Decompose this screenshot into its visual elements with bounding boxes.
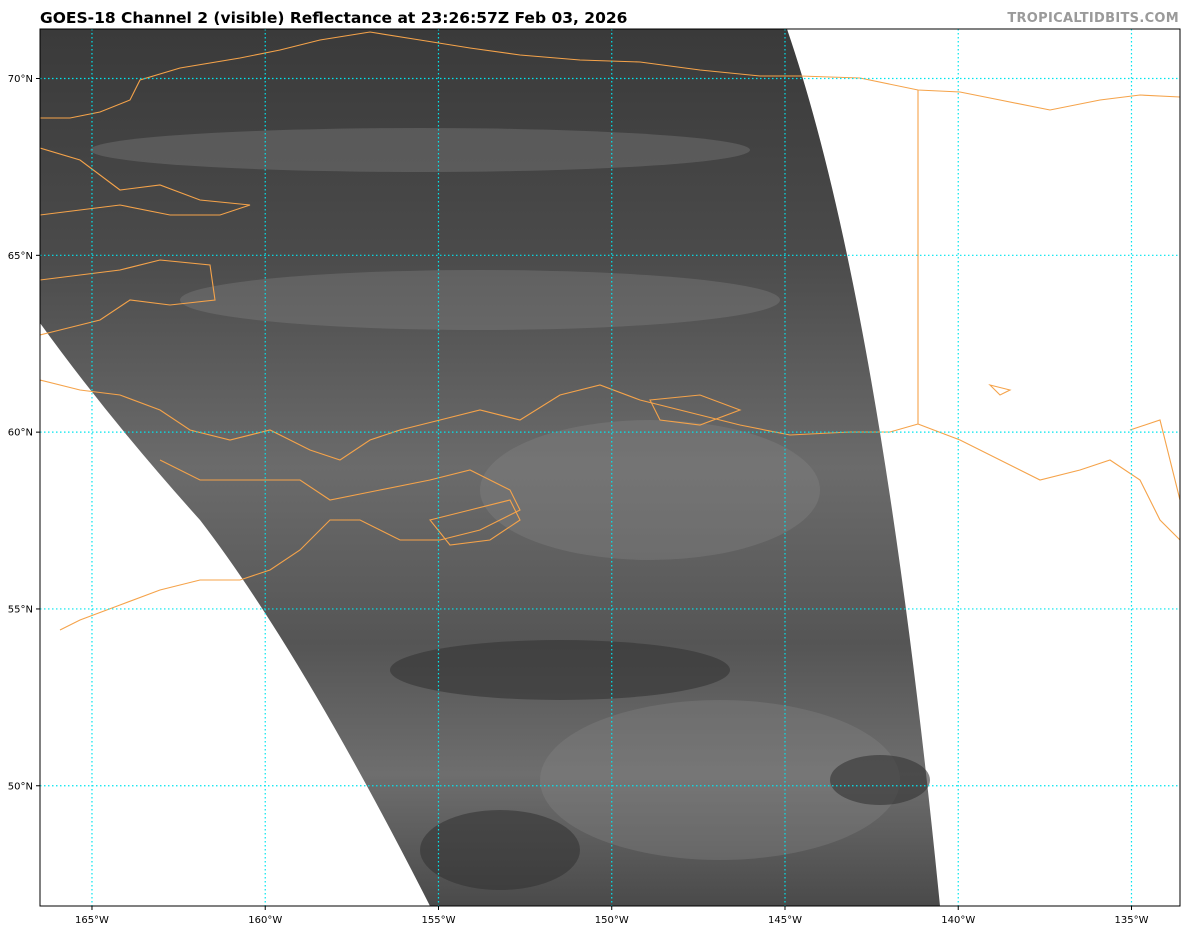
lon-label: 155°W	[421, 915, 455, 926]
lon-label: 165°W	[75, 915, 109, 926]
lon-label: 135°W	[1114, 915, 1148, 926]
lon-label: 160°W	[248, 915, 282, 926]
axis-ticks: 165°W 160°W 155°W 150°W 145°W 140°W 135°W 70°N 6…	[8, 74, 1149, 926]
satellite-imagery	[40, 29, 940, 906]
plot-frame	[39, 28, 1181, 907]
dark-patches	[390, 640, 930, 890]
lon-label: 150°W	[595, 915, 629, 926]
lat-label: 55°N	[8, 604, 33, 615]
lat-label: 60°N	[8, 428, 33, 439]
lon-label: 140°W	[941, 915, 975, 926]
lon-label: 145°W	[768, 915, 802, 926]
coastlines	[40, 31, 1180, 631]
lat-label: 65°N	[8, 251, 33, 262]
cloud-bands	[90, 128, 900, 860]
lat-label: 70°N	[8, 74, 33, 85]
lat-label: 50°N	[8, 781, 33, 792]
credit-watermark: TROPICALTIDBITS.COM	[1007, 11, 1179, 26]
map-title: GOES-18 Channel 2 (visible) Reflectance …	[40, 9, 628, 27]
